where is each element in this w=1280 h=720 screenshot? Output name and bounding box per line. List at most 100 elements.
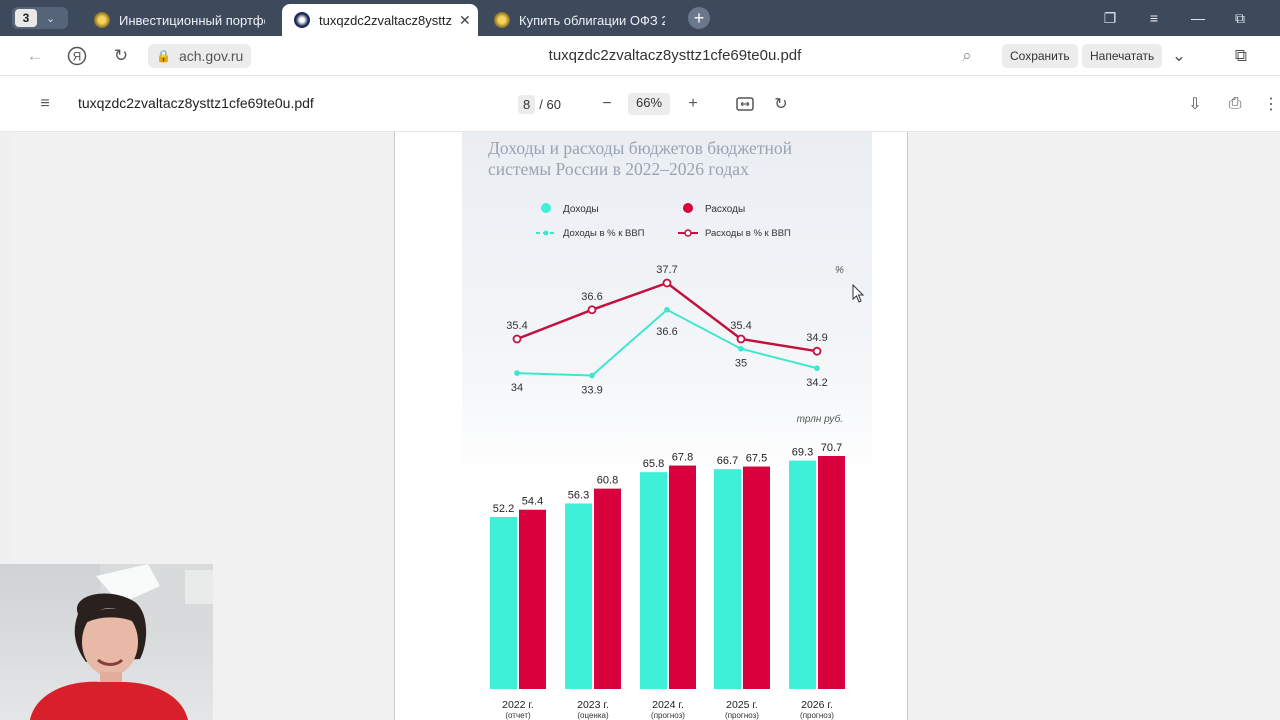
minimize-icon[interactable]: — — [1191, 10, 1205, 26]
extensions-icon[interactable]: ⧉ — [1234, 46, 1248, 65]
expense-pct-point — [587, 305, 597, 315]
search-icon[interactable]: ⌕ — [962, 46, 972, 65]
income-pct-label: 33.9 — [581, 385, 602, 397]
hamburger-menu-icon[interactable]: ≡ — [40, 95, 50, 112]
year-tick-label: 2025 г. — [726, 699, 758, 711]
income-pct-label: 35 — [735, 358, 747, 370]
tab-investment-portfolio[interactable]: Инвестиционный портфель — [82, 4, 278, 36]
tab-title: Купить облигации ОФЗ 26 — [519, 12, 665, 28]
percent-unit-label: % — [835, 265, 844, 276]
close-icon[interactable]: ✕ — [459, 11, 471, 28]
income-bar-label: 56.3 — [568, 489, 589, 501]
webcam-overlay — [0, 564, 213, 720]
legend-income-line-marker — [536, 230, 556, 236]
more-options-icon[interactable]: ⋮ — [1263, 96, 1279, 113]
legend-expense-line-marker — [678, 229, 698, 237]
emblem-favicon-icon — [494, 12, 510, 28]
tab-title: tuxqzdc2zvaltacz8ysttz1cfe69te0u.pdf — [319, 12, 453, 28]
income-pct-label: 36.6 — [656, 326, 677, 338]
income-bar — [714, 469, 741, 689]
expense-bar-label: 60.8 — [597, 475, 618, 487]
line-chart: 34 33.9 36.6 35 34.2 35.4 36.6 37.7 35.4 34.9 — [506, 264, 827, 397]
expense-bar — [519, 509, 546, 689]
chevron-down-icon[interactable]: ⌄ — [1171, 46, 1187, 65]
chart-title: Доходы и расходы бюджетов бюджетной сист… — [488, 138, 792, 179]
income-pct-point — [664, 306, 670, 313]
print-icon[interactable]: ⎙ — [1228, 95, 1242, 112]
zoom-level-input[interactable]: 66% — [628, 93, 671, 115]
expense-pct-label: 35.4 — [730, 320, 751, 332]
income-bar — [490, 516, 517, 689]
new-tab-button[interactable]: + — [688, 7, 710, 29]
pdf-toolbar: ≡ tuxqzdc2zvaltacz8ysttz1cfe69te0u.pdf 8… — [0, 76, 1280, 132]
expense-pct-point — [662, 278, 672, 288]
download-icon[interactable]: ⇩ — [1188, 96, 1202, 113]
fit-page-icon[interactable] — [734, 93, 756, 115]
income-pct-point — [738, 345, 744, 352]
zoom-out-icon[interactable]: − — [602, 95, 612, 112]
lock-icon: 🔒 — [156, 49, 171, 63]
back-arrow-icon[interactable]: ← — [26, 46, 44, 65]
legend-income-label: Доходы — [563, 204, 599, 215]
legend-expense-label: Расходы — [705, 204, 745, 215]
domain-text: ach.gov.ru — [178, 48, 244, 64]
yandex-icon[interactable]: Я — [66, 45, 88, 67]
expense-pct-point — [512, 334, 522, 344]
restore-icon[interactable]: ⧉ — [1235, 9, 1245, 26]
trillion-rub-unit-label: трлн руб. — [797, 413, 843, 425]
tab-buy-ofz-bonds[interactable]: Купить облигации ОФЗ 26 — [482, 4, 678, 36]
url-field[interactable]: 🔒 ach.gov.ru — [148, 44, 252, 68]
expense-bar-label: 67.5 — [746, 453, 767, 465]
expense-bar — [743, 466, 770, 689]
emblem-favicon-icon — [94, 12, 110, 28]
income-bar-label: 52.2 — [493, 503, 514, 515]
expense-bar-label: 70.7 — [821, 442, 842, 454]
eagle-favicon-icon — [294, 12, 310, 28]
expense-bar — [669, 465, 696, 689]
year-note-label: (оценка) — [577, 711, 609, 720]
expense-pct-label: 37.7 — [656, 264, 677, 276]
year-tick-label: 2024 г. — [652, 699, 684, 711]
legend-expense-pct-label: Расходы в % к ВВП — [705, 228, 791, 239]
svg-text:Я: Я — [73, 50, 82, 64]
year-note-label: (прогноз) — [651, 711, 685, 720]
expense-pct-line — [516, 281, 818, 353]
save-button[interactable]: Сохранить — [1002, 44, 1078, 68]
total-pages: / 60 — [539, 96, 561, 112]
address-bar: ← Я ↻ 🔒 ach.gov.ru tuxqzdc2zvaltacz8ystt… — [0, 36, 1280, 76]
income-bar — [565, 503, 592, 689]
print-button[interactable]: Напечатать — [1082, 44, 1163, 68]
tab-counter-button[interactable]: 3 ⌄ — [12, 7, 68, 29]
legend-expense-line-dot — [684, 229, 692, 237]
income-pct-point — [514, 370, 520, 376]
reload-icon[interactable]: ↻ — [113, 46, 129, 65]
expense-bar-label: 54.4 — [522, 496, 543, 508]
page-indicator: 8 / 60 — [518, 93, 561, 115]
expense-pct-point — [736, 334, 746, 344]
expense-bar — [594, 488, 621, 689]
expense-bar-label: 67.8 — [672, 452, 693, 464]
expense-bar — [818, 456, 845, 689]
legend-expense-marker — [683, 203, 693, 213]
menu-icon[interactable]: ≡ — [1149, 10, 1159, 26]
year-note-label: (прогноз) — [725, 711, 759, 720]
tabs-collection-icon[interactable]: ❐ — [1103, 9, 1117, 26]
year-tick-label: 2022 г. — [502, 699, 534, 711]
presenter-video-icon — [30, 564, 213, 720]
income-bar-label: 66.7 — [717, 455, 738, 467]
rotate-icon[interactable]: ↻ — [774, 96, 788, 113]
income-bar — [640, 472, 667, 689]
tab-pdf-document[interactable]: tuxqzdc2zvaltacz8ysttz1cfe69te0u.pdf ✕ — [282, 4, 478, 36]
income-pct-line — [516, 308, 818, 377]
expense-pct-label: 36.6 — [581, 291, 602, 303]
bar-chart: 52.2 54.4 2022 г.(отчет) 56.3 60.8 2023 г.(оц… — [490, 442, 845, 720]
chevron-down-icon: ⌄ — [46, 12, 56, 25]
tab-strip: 3 ⌄ Инвестиционный портфель tuxqzdc2zval… — [0, 0, 1280, 36]
page-number-input[interactable]: 8 — [518, 94, 536, 114]
income-pct-point — [814, 365, 820, 372]
page-title: tuxqzdc2zvaltacz8ysttz1cfe69te0u.pdf — [548, 47, 802, 64]
expense-pct-label: 35.4 — [506, 320, 527, 332]
zoom-in-icon[interactable]: + — [688, 95, 698, 112]
year-note-label: (прогноз) — [800, 711, 834, 720]
income-pct-point — [589, 372, 595, 379]
